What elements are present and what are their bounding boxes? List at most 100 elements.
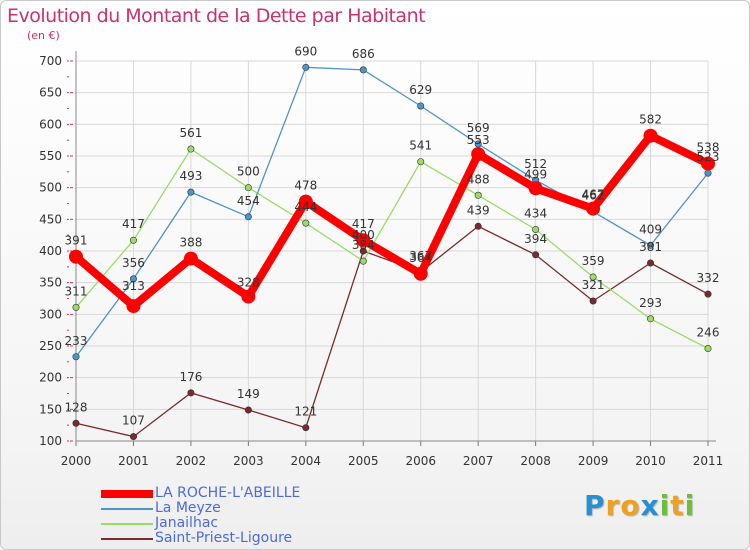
x-tick-label: 2002 <box>176 454 207 468</box>
y-tick-label: 200 <box>39 371 62 385</box>
legend-label: Janailhac <box>155 515 219 531</box>
x-tick-label: 2010 <box>635 454 666 468</box>
data-label-janailhac: 434 <box>524 206 547 220</box>
x-tick-label: 2009 <box>578 454 609 468</box>
data-point-janailhac <box>72 303 80 311</box>
logo-letter: x <box>640 489 660 522</box>
data-point-janailhac <box>129 236 137 244</box>
x-tick-label: 2005 <box>348 454 379 468</box>
data-point-saint-priest-ligoure <box>187 389 195 397</box>
data-point-janailhac <box>704 345 712 353</box>
data-label-saint-priest-ligoure: 332 <box>697 271 720 285</box>
legend-label: Saint-Priest-Ligoure <box>155 530 293 546</box>
data-point-janailhac <box>532 225 540 233</box>
data-point-janailhac <box>589 273 597 281</box>
data-point-janailhac <box>417 158 425 166</box>
data-point-la-roche-l-abeille <box>643 128 658 143</box>
data-point-la-meyze <box>72 353 80 361</box>
data-label-saint-priest-ligoure: 149 <box>237 387 260 401</box>
logo-letter: t <box>670 489 685 522</box>
data-label-la-roche-l-abeille: 417 <box>352 217 375 231</box>
data-label-saint-priest-ligoure: 128 <box>65 400 88 414</box>
data-point-saint-priest-ligoure <box>647 259 655 267</box>
data-point-la-roche-l-abeille <box>471 147 486 162</box>
data-label-janailhac: 500 <box>237 165 260 179</box>
data-label-la-roche-l-abeille: 391 <box>65 234 88 248</box>
data-point-saint-priest-ligoure <box>474 222 482 230</box>
legend-label: La Meyze <box>155 500 221 516</box>
x-tick-label: 2007 <box>463 454 494 468</box>
series-line-la-meyze <box>75 66 709 358</box>
data-point-saint-priest-ligoure <box>359 247 367 255</box>
data-label-janailhac: 246 <box>697 326 720 340</box>
data-point-la-roche-l-abeille <box>528 181 543 196</box>
data-point-la-roche-l-abeille <box>356 233 371 248</box>
data-point-janailhac <box>647 315 655 323</box>
data-point-saint-priest-ligoure <box>244 406 252 414</box>
data-point-la-roche-l-abeille <box>298 194 313 209</box>
data-point-saint-priest-ligoure <box>704 290 712 298</box>
data-label-la-meyze: 493 <box>179 169 202 183</box>
data-point-janailhac <box>474 191 482 199</box>
logo-letter: i <box>684 489 696 522</box>
data-label-la-meyze: 569 <box>467 121 490 135</box>
legend-swatch <box>101 490 153 498</box>
data-label-saint-priest-ligoure: 121 <box>294 405 317 419</box>
legend-swatch <box>101 538 153 540</box>
data-point-janailhac <box>302 219 310 227</box>
proxiti-logo: Proxiti <box>584 489 695 522</box>
y-tick-label: 300 <box>39 307 62 321</box>
data-point-janailhac <box>187 145 195 153</box>
x-tick-label: 2004 <box>291 454 322 468</box>
data-label-janailhac: 384 <box>352 238 375 252</box>
x-tick-label: 2001 <box>118 454 149 468</box>
x-tick-label: 2000 <box>61 454 92 468</box>
data-label-la-roche-l-abeille: 328 <box>237 276 260 290</box>
chart-unit-label: (en €) <box>27 29 60 42</box>
x-tick-label: 2006 <box>405 454 436 468</box>
data-label-saint-priest-ligoure: 176 <box>179 370 202 384</box>
y-tick-label: 400 <box>39 244 62 258</box>
data-label-saint-priest-ligoure: 367 <box>409 249 432 263</box>
y-tick-label: 250 <box>39 339 62 353</box>
data-label-janailhac: 541 <box>409 139 432 153</box>
data-point-la-meyze <box>704 169 712 177</box>
data-point-saint-priest-ligoure <box>302 424 310 432</box>
data-label-la-roche-l-abeille: 478 <box>294 179 317 193</box>
data-label-la-meyze: 523 <box>697 150 720 164</box>
y-tick-label: 450 <box>39 212 62 226</box>
logo-letter: i <box>659 489 671 522</box>
data-label-la-meyze: 233 <box>65 334 88 348</box>
data-point-la-roche-l-abeille <box>126 299 141 314</box>
data-label-la-roche-l-abeille: 313 <box>122 279 145 293</box>
data-label-saint-priest-ligoure: 439 <box>467 203 490 217</box>
series-line-la-roche-l-abeille <box>72 131 712 311</box>
data-label-la-roche-l-abeille: 553 <box>467 133 490 147</box>
chart-title: Evolution du Montant de la Dette par Hab… <box>7 5 426 27</box>
x-tick-label: 2003 <box>233 454 264 468</box>
data-label-la-meyze: 690 <box>294 44 317 58</box>
data-label-la-meyze: 409 <box>639 222 662 236</box>
legend-label: LA ROCHE-L'ABEILLE <box>155 485 301 501</box>
data-label-janailhac: 444 <box>294 200 317 214</box>
data-label-la-roche-l-abeille: 582 <box>639 113 662 127</box>
data-point-la-roche-l-abeille <box>241 289 256 304</box>
y-tick-label: 150 <box>39 402 62 416</box>
data-label-saint-priest-ligoure: 107 <box>122 414 145 428</box>
y-tick-label: 650 <box>39 86 62 100</box>
data-point-la-meyze <box>647 241 655 249</box>
y-tick-label: 700 <box>39 54 62 68</box>
x-tick-label: 2011 <box>693 454 724 468</box>
data-point-la-meyze <box>417 102 425 110</box>
data-label-saint-priest-ligoure: 321 <box>582 278 605 292</box>
data-point-saint-priest-ligoure <box>532 251 540 259</box>
data-label-janailhac: 293 <box>639 296 662 310</box>
data-point-la-roche-l-abeille <box>701 156 715 171</box>
data-label-saint-priest-ligoure: 400 <box>352 228 375 242</box>
data-label-la-meyze: 454 <box>237 194 260 208</box>
data-point-la-meyze <box>187 188 195 196</box>
y-tick-label: 500 <box>39 181 62 195</box>
data-point-janailhac <box>244 184 252 192</box>
legend-swatch <box>101 508 153 510</box>
